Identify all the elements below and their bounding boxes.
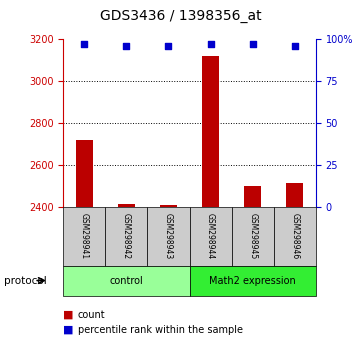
Point [81, 41, 87, 47]
Bar [202, 56, 219, 207]
Text: GSM298945: GSM298945 [248, 213, 257, 259]
Text: GDS3436 / 1398356_at: GDS3436 / 1398356_at [100, 9, 261, 23]
Text: ■: ■ [63, 310, 74, 320]
Point [250, 41, 256, 47]
Bar [160, 205, 177, 207]
Bar [286, 183, 303, 207]
Point [123, 43, 129, 48]
Text: GSM298942: GSM298942 [122, 213, 131, 259]
Text: GSM298946: GSM298946 [290, 213, 299, 259]
Point [166, 43, 171, 48]
Bar [76, 140, 93, 207]
Text: GSM298943: GSM298943 [164, 213, 173, 259]
Text: GSM298941: GSM298941 [80, 213, 89, 259]
Bar [118, 204, 135, 207]
Text: percentile rank within the sample: percentile rank within the sample [78, 325, 243, 335]
Point [292, 43, 298, 48]
Text: Math2 expression: Math2 expression [209, 275, 296, 286]
Text: ■: ■ [63, 325, 74, 335]
Text: control: control [109, 275, 143, 286]
Text: protocol: protocol [4, 275, 46, 286]
Text: GSM298944: GSM298944 [206, 213, 215, 259]
Bar [244, 186, 261, 207]
Point [208, 41, 213, 47]
Text: count: count [78, 310, 105, 320]
